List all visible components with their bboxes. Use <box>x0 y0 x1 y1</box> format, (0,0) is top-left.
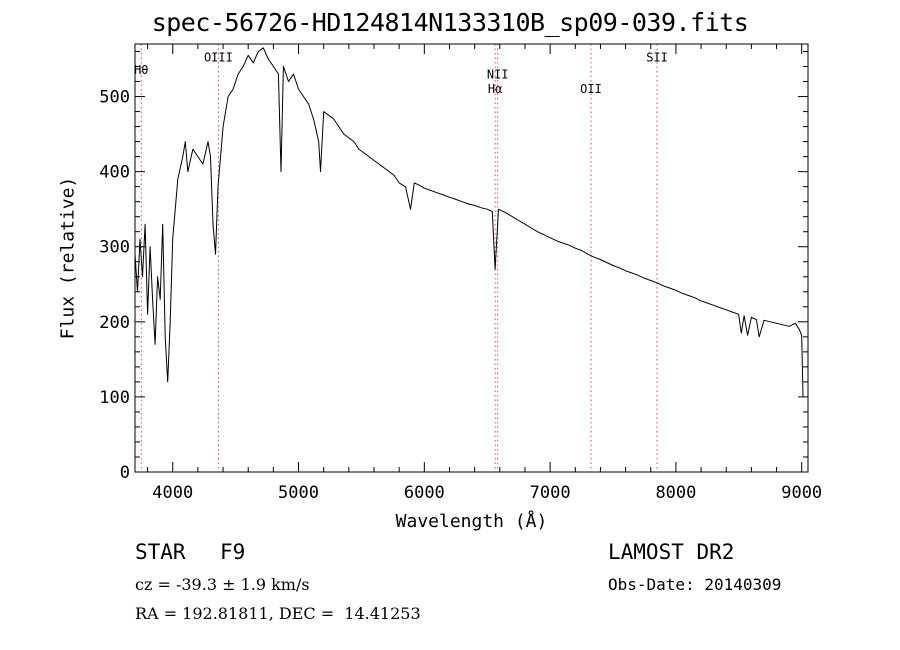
y-tick-label: 0 <box>120 463 130 483</box>
line-marker-label: Hθ <box>134 63 148 77</box>
y-tick-label: 400 <box>99 163 130 183</box>
x-tick-label: 9000 <box>781 483 822 503</box>
object-subclass: F9 <box>220 540 246 564</box>
spectrum-line <box>134 47 804 397</box>
x-tick-label: 8000 <box>655 483 696 503</box>
y-tick-label: 500 <box>99 88 130 108</box>
x-axis-label: Wavelength (Å) <box>395 511 548 532</box>
y-tick-label: 100 <box>99 388 130 408</box>
line-marker-label: Hα <box>488 82 502 96</box>
y-axis-label: Flux (relative) <box>57 176 79 340</box>
survey-name: LAMOST DR2 <box>608 540 735 564</box>
redshift-info: cz = -39.3 ± 1.9 km/s <box>135 575 310 594</box>
chart-title: spec-56726-HD124814N133310B_sp09-039.fit… <box>151 8 749 37</box>
plot-frame <box>134 43 809 473</box>
line-marker-label: NII <box>487 68 509 82</box>
x-tick-label: 5000 <box>278 483 319 503</box>
x-tick-label: 4000 <box>152 483 193 503</box>
line-marker-label: OIII <box>204 50 233 64</box>
object-class: STAR <box>135 540 186 564</box>
y-tick-label: 200 <box>99 313 130 333</box>
line-marker-label: SII <box>646 50 668 64</box>
coordinates: RA = 192.81811, DEC = 14.41253 <box>135 604 421 623</box>
tick-labels: 4000 5000 6000 7000 8000 9000 0 100 200 300 400 500… <box>99 50 822 503</box>
spectrum-series <box>134 47 804 397</box>
line-marker-label: OII <box>580 82 602 96</box>
obs-date: Obs-Date: 20140309 <box>608 575 782 594</box>
y-tick-label: 300 <box>99 238 130 258</box>
x-tick-label: 6000 <box>404 483 445 503</box>
axis-ticks <box>135 44 808 473</box>
x-tick-label: 7000 <box>530 483 571 503</box>
emission-line-markers <box>140 44 658 472</box>
